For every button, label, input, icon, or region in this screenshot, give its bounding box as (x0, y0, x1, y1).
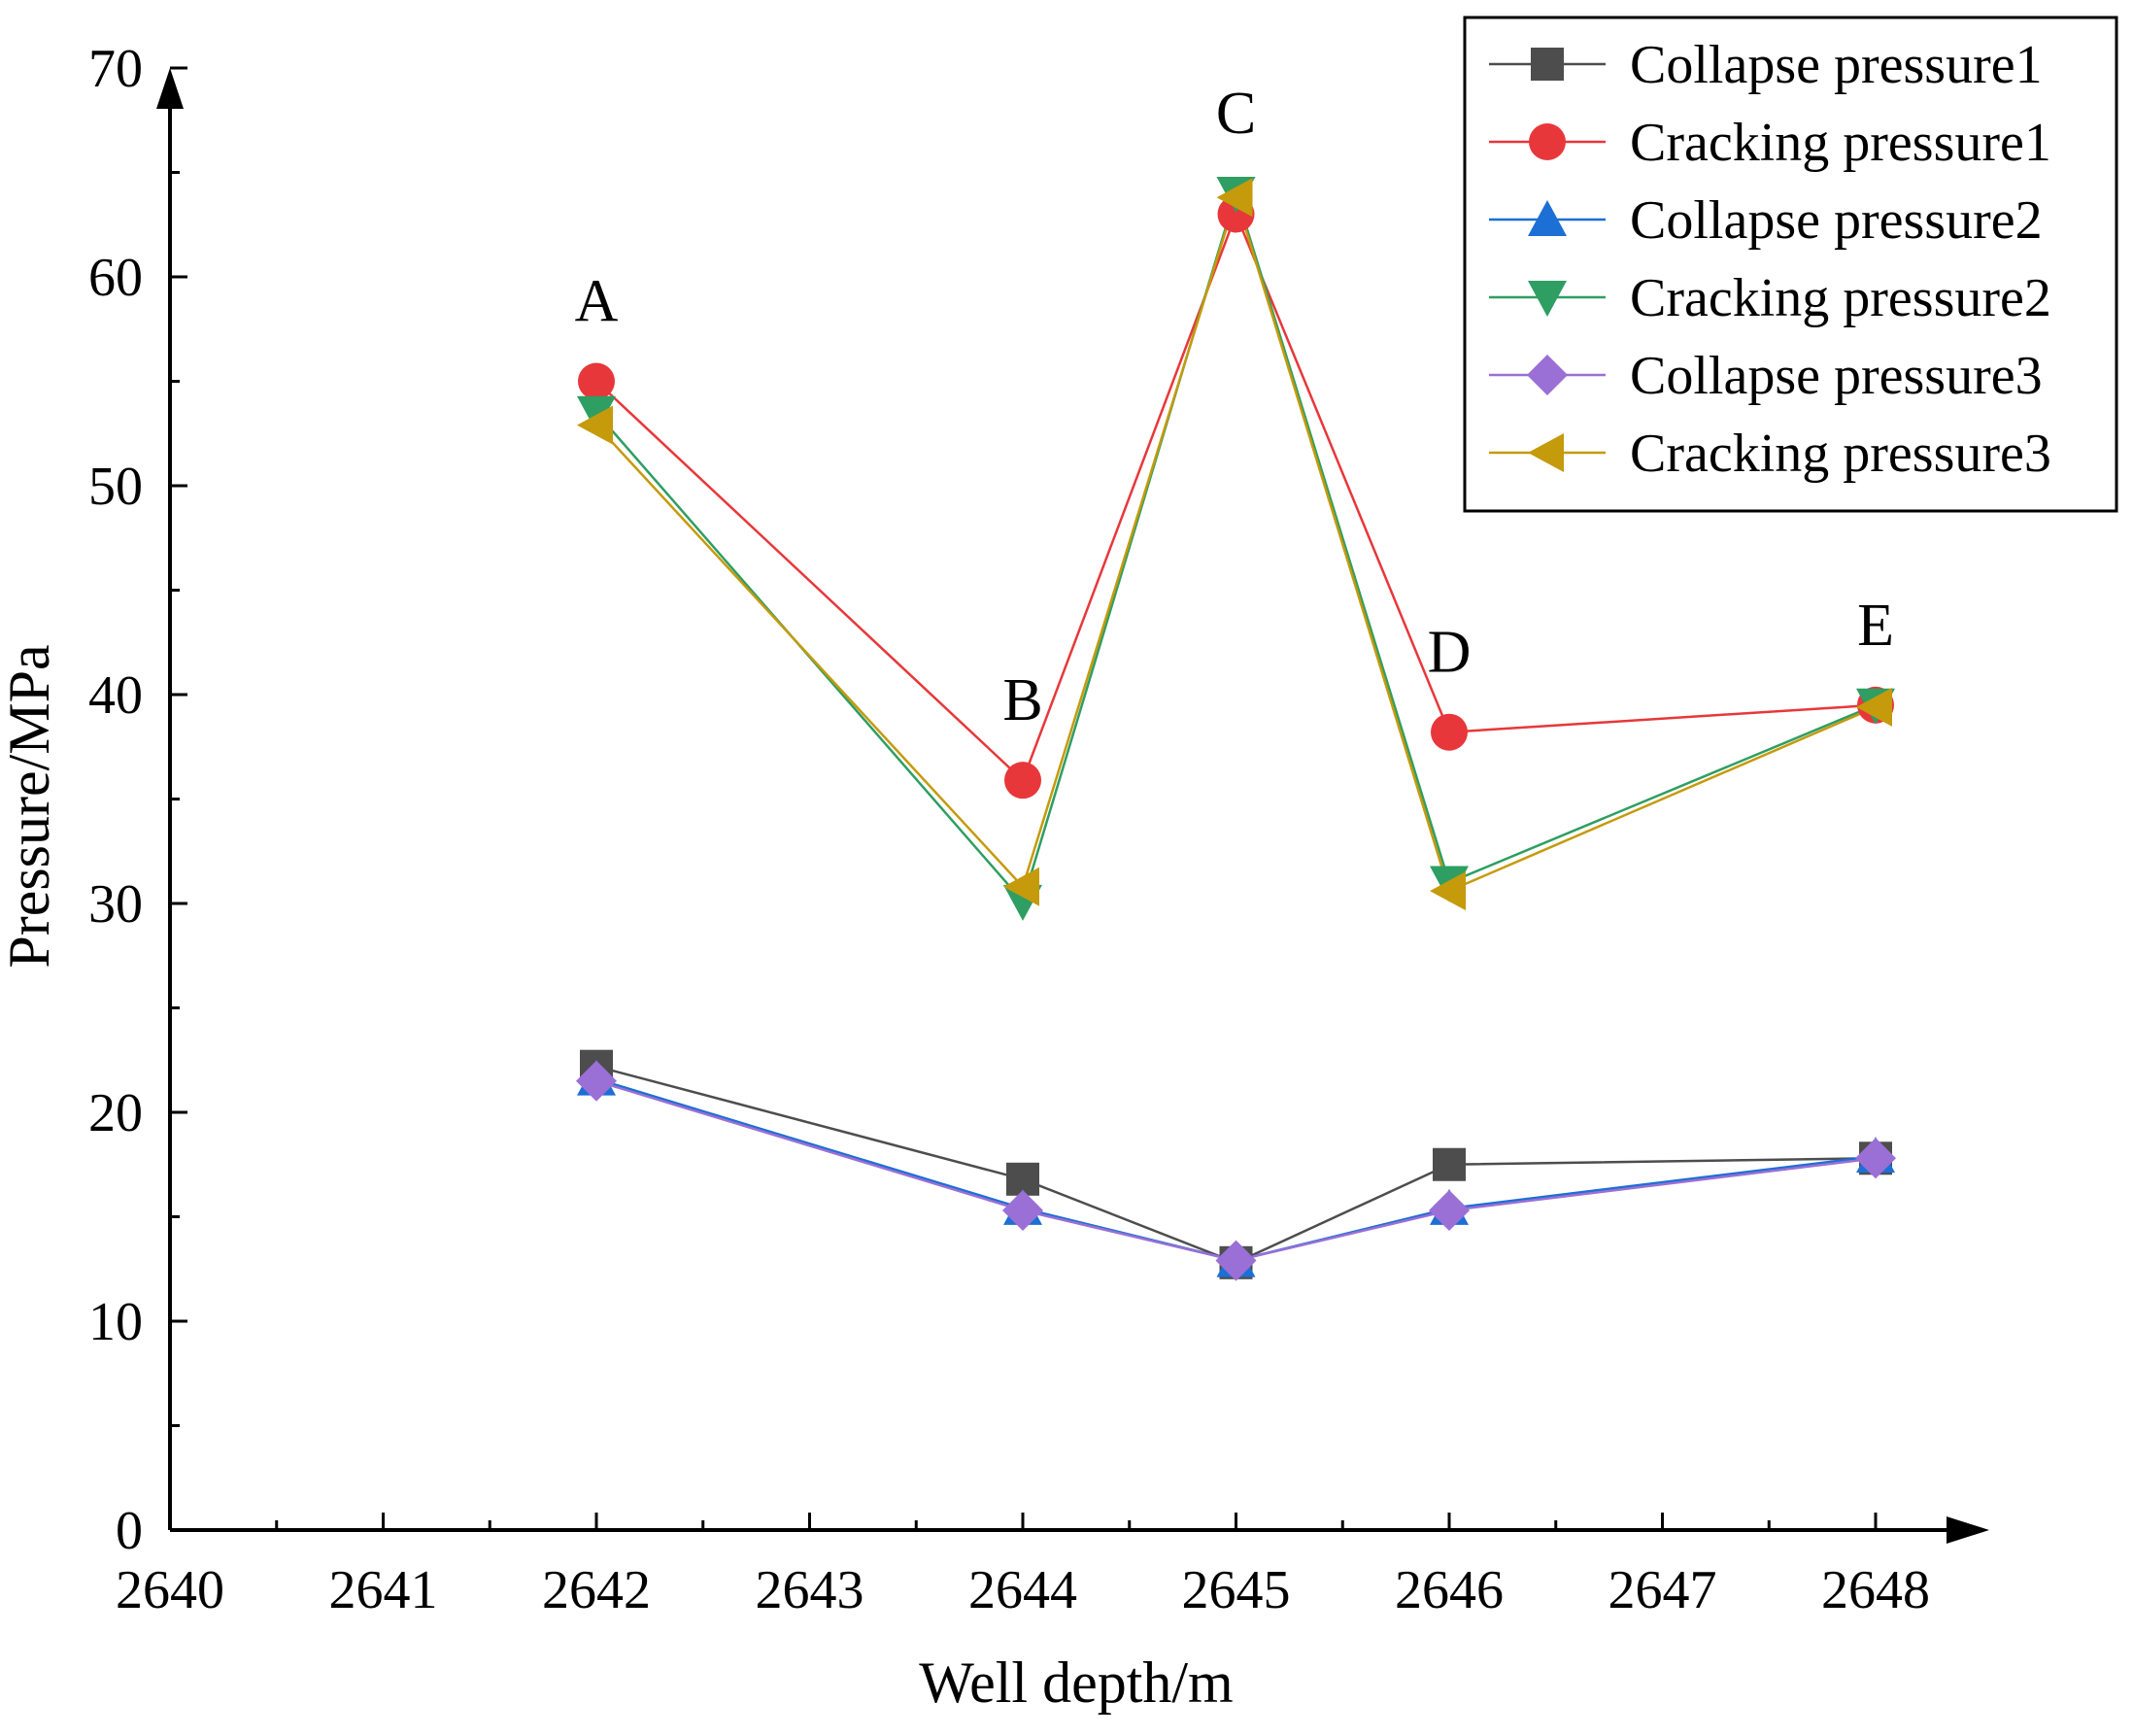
tick-marks: 2640 2641 2642 2643 2644 2645 2646 2647 2648 0 10 2… (88, 39, 1930, 1620)
legend-label: Cracking pressure3 (1630, 424, 2051, 484)
data-point-s5 (1429, 1190, 1470, 1232)
legend-marker (1529, 123, 1566, 160)
x-tick-label: 2642 (542, 1560, 651, 1620)
legend-label: Cracking pressure2 (1630, 268, 2051, 328)
legend-marker (1531, 48, 1564, 81)
legend-label: Collapse pressure2 (1630, 190, 2043, 251)
point-label-E: E (1857, 593, 1894, 659)
point-label-D: D (1428, 620, 1472, 686)
y-axis-title: Pressure/MPa (0, 644, 61, 968)
y-tick-label: 50 (88, 457, 143, 517)
data-point-s5 (576, 1060, 617, 1102)
data-point-s2 (578, 362, 615, 400)
y-axis-arrow (156, 68, 184, 109)
data-point-s2 (1004, 762, 1041, 800)
x-tick-label: 2648 (1821, 1560, 1930, 1620)
legend: Collapse pressure1 Cracking pressure1 Coll… (1463, 16, 2118, 513)
data-point-s6 (1856, 687, 1892, 727)
legend-label: Cracking pressure1 (1630, 113, 2051, 173)
legend-marker (1528, 433, 1564, 472)
point-labels: A B C D E (575, 81, 1894, 733)
x-tick-label: 2640 (116, 1560, 224, 1620)
legend-box (1463, 16, 2118, 513)
x-tick-label: 2646 (1395, 1560, 1504, 1620)
legend-marker (1527, 355, 1568, 395)
legend-label: Collapse pressure1 (1630, 35, 2043, 95)
y-tick-label: 60 (88, 248, 143, 308)
series-line-3 (595, 1077, 1877, 1262)
legend-marker (1528, 281, 1567, 317)
data-point-s5 (1855, 1138, 1896, 1179)
data-point-s6 (577, 405, 613, 445)
legend-marker (1528, 200, 1567, 236)
y-tick-label: 70 (88, 39, 143, 99)
y-tick-label: 30 (88, 874, 143, 935)
x-tick-label: 2643 (756, 1560, 864, 1620)
point-label-A: A (575, 269, 619, 335)
series-line-1 (595, 1065, 1877, 1265)
series-markers (576, 177, 1896, 1281)
point-label-C: C (1216, 81, 1256, 147)
point-label-B: B (1002, 667, 1042, 733)
x-tick-label: 2644 (968, 1560, 1077, 1620)
data-point-s4 (577, 395, 616, 432)
data-point-s6 (1216, 178, 1253, 218)
y-tick-label: 20 (88, 1083, 143, 1143)
legend-label: Collapse pressure3 (1630, 346, 2043, 406)
y-tick-label: 40 (88, 665, 143, 726)
x-tick-label: 2641 (329, 1560, 438, 1620)
y-tick-label: 10 (88, 1292, 143, 1352)
data-point-s2 (1431, 713, 1468, 751)
data-point-s5 (1215, 1240, 1257, 1281)
x-axis-arrow (1947, 1516, 1989, 1544)
data-point-s6 (1003, 867, 1039, 906)
data-point-s6 (1430, 871, 1466, 911)
x-tick-label: 2645 (1182, 1560, 1291, 1620)
y-tick-label: 0 (116, 1501, 143, 1561)
data-point-s5 (1002, 1190, 1043, 1232)
x-axis-title: Well depth/m (919, 1651, 1233, 1715)
x-tick-label: 2647 (1608, 1560, 1717, 1620)
data-point-s1 (1433, 1147, 1466, 1181)
series-line-5 (595, 1079, 1877, 1262)
